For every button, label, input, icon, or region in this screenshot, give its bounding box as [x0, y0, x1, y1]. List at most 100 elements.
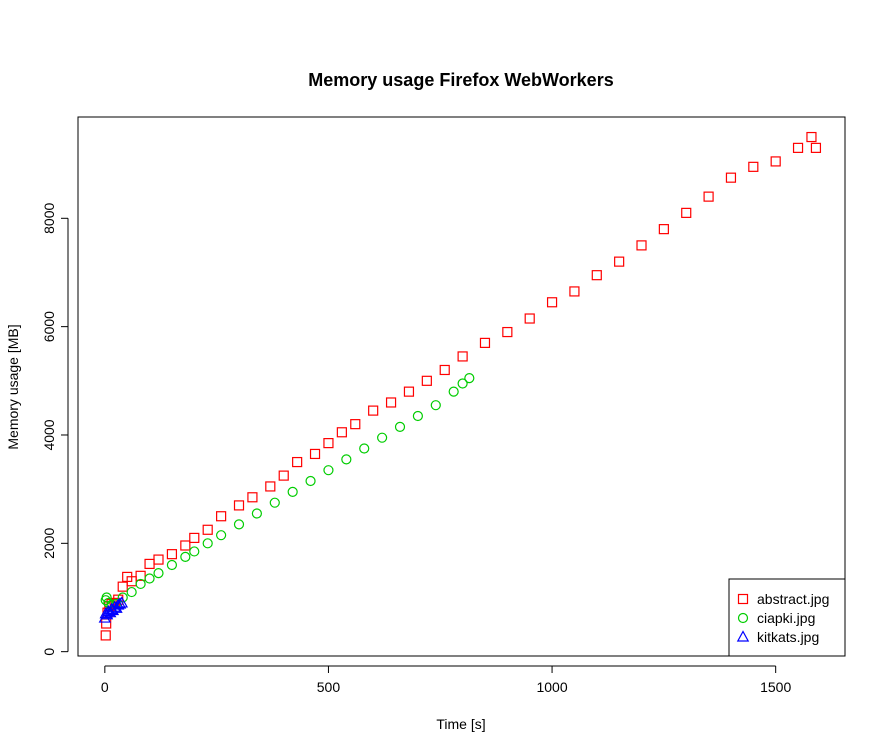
data-point [569, 286, 580, 297]
data-point [421, 375, 432, 386]
x-tick-label: 500 [317, 679, 341, 695]
data-point [309, 448, 321, 460]
data-point [359, 443, 370, 454]
data-point [614, 256, 625, 267]
data-point [658, 224, 669, 235]
data-point [287, 486, 298, 497]
data-point [439, 364, 450, 376]
series-abstract-jpg [100, 131, 822, 641]
data-point [524, 313, 535, 324]
data-point [112, 598, 125, 610]
data-point [305, 475, 316, 487]
x-tick-label: 1000 [536, 679, 567, 695]
data-point [457, 351, 468, 362]
y-tick-label: 6000 [41, 311, 57, 342]
x-axis: 0 500 1000 1500 [101, 665, 791, 695]
data-point [216, 530, 227, 541]
data-point [502, 326, 513, 338]
legend: abstract.jpg ciapki.jpg kitkats.jpg [728, 578, 846, 657]
data-point [403, 386, 415, 397]
data-point [247, 492, 258, 503]
data-point [703, 191, 714, 202]
data-point [103, 597, 114, 609]
series-ciapki-jpg [100, 373, 475, 611]
legend-label: kitkats.jpg [757, 629, 819, 645]
x-tick-label: 1500 [760, 679, 791, 695]
data-point [153, 554, 164, 565]
data-point [135, 578, 146, 590]
data-point [153, 568, 164, 579]
legend-marker [737, 612, 749, 624]
legend-label: abstract.jpg [757, 591, 829, 607]
data-point [479, 337, 491, 348]
legend-entry: kitkats.jpg [736, 629, 819, 645]
x-tick-label: 0 [101, 679, 109, 695]
legend-label: ciapki.jpg [757, 610, 815, 626]
y-tick-label: 2000 [41, 528, 57, 559]
data-point [115, 596, 129, 608]
data-point [368, 405, 379, 416]
data-point [202, 524, 213, 535]
data-point [430, 400, 441, 411]
y-tick-label: 8000 [41, 203, 57, 234]
data-point [725, 172, 737, 183]
data-point [126, 576, 137, 587]
data-point [189, 546, 200, 557]
data-point [100, 630, 111, 641]
data-point [591, 270, 602, 281]
data-point [412, 410, 423, 422]
data-point [448, 386, 459, 397]
data-point [806, 131, 817, 143]
data-point [792, 142, 804, 153]
data-point [394, 421, 406, 432]
data-point [636, 240, 647, 251]
x-axis-label: Time [s] [436, 716, 485, 732]
data-point [748, 161, 759, 172]
data-point [180, 551, 191, 562]
data-point [457, 378, 468, 389]
data-point [189, 532, 200, 544]
y-tick-label: 4000 [41, 419, 57, 450]
data-point [323, 465, 334, 476]
data-point [251, 508, 262, 519]
legend-entry: ciapki.jpg [737, 610, 815, 626]
legend-entry: abstract.jpg [737, 591, 829, 607]
data-point [681, 207, 692, 218]
chart-title: Memory usage Firefox WebWorkers [308, 70, 613, 90]
data-point [464, 373, 475, 384]
data-point [233, 500, 245, 511]
data-point [101, 592, 112, 603]
y-tick-label: 0 [41, 648, 57, 656]
data-point [117, 592, 128, 603]
data-point [269, 497, 280, 508]
data-point [135, 570, 146, 581]
data-point [144, 573, 155, 584]
data-point [126, 586, 137, 598]
data-point [202, 538, 213, 549]
data-point [180, 540, 191, 551]
data-point [770, 156, 781, 167]
data-point [292, 456, 303, 468]
data-point [113, 597, 127, 609]
legend-box [728, 578, 846, 657]
data-point [546, 297, 558, 308]
data-point [216, 511, 227, 522]
data-point [166, 559, 178, 571]
data-point [278, 470, 289, 481]
y-axis: 0 2000 4000 6000 8000 [41, 203, 69, 656]
data-point [323, 438, 334, 449]
plot-frame [77, 116, 846, 657]
data-point [336, 427, 347, 438]
data-point [385, 397, 397, 408]
data-point [233, 519, 245, 530]
series-kitkats-jpg [98, 596, 129, 623]
y-axis-label: Memory usage [MB] [5, 324, 21, 449]
data-point [341, 454, 352, 465]
data-point [144, 558, 155, 570]
data-point [166, 549, 178, 560]
data-point [265, 481, 276, 492]
legend-marker [737, 593, 749, 605]
data-point [810, 142, 822, 153]
legend-marker [736, 630, 750, 642]
